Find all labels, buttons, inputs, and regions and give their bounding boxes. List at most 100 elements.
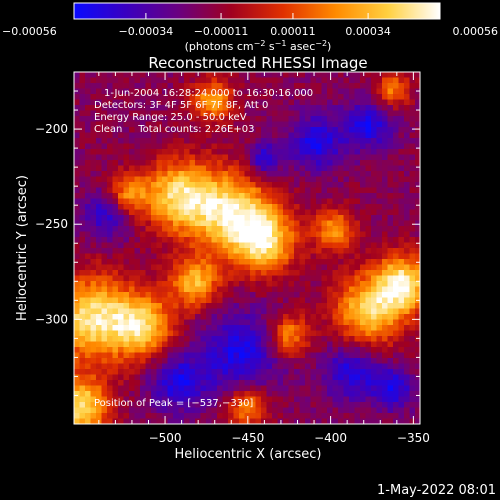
heatmap-cell [338, 336, 345, 343]
heatmap-cell [118, 176, 125, 183]
heatmap-cell [96, 127, 103, 134]
heatmap-cell [140, 182, 147, 189]
heatmap-cell [272, 171, 279, 178]
heatmap-cell [239, 165, 246, 172]
heatmap-cell [255, 160, 262, 167]
heatmap-cell [250, 83, 257, 90]
heatmap-cell [140, 358, 147, 365]
heatmap-cell [189, 198, 196, 205]
heatmap-cell [343, 391, 350, 398]
heatmap-cell [195, 325, 202, 332]
heatmap-cell [85, 248, 92, 255]
heatmap-cell [123, 347, 130, 354]
heatmap-cell [101, 369, 108, 376]
heatmap-cell [195, 83, 202, 90]
heatmap-cell [393, 154, 400, 161]
heatmap-cell [145, 385, 152, 392]
heatmap-cell [376, 110, 383, 117]
heatmap-cell [404, 242, 411, 249]
heatmap-cell [321, 374, 328, 381]
heatmap-cell [305, 154, 312, 161]
heatmap-cell [244, 220, 251, 227]
heatmap-cell [195, 385, 202, 392]
heatmap-cell [123, 77, 130, 84]
heatmap-cell [327, 380, 334, 387]
heatmap-cell [316, 281, 323, 288]
heatmap-cell [90, 264, 97, 271]
heatmap-cell [195, 308, 202, 315]
heatmap-cell [294, 165, 301, 172]
heatmap-cell [90, 116, 97, 123]
heatmap-cell [118, 149, 125, 156]
heatmap-cell [151, 176, 158, 183]
heatmap-cell [250, 209, 257, 216]
heatmap-cell [173, 275, 180, 282]
heatmap-cell [101, 385, 108, 392]
heatmap-cell [409, 110, 416, 117]
heatmap-cell [167, 209, 174, 216]
heatmap-cell [222, 253, 229, 260]
heatmap-cell [206, 165, 213, 172]
heatmap-cell [404, 341, 411, 348]
heatmap-cell [107, 396, 114, 403]
heatmap-cell [409, 374, 416, 381]
heatmap-cell [404, 138, 411, 145]
heatmap-cell [360, 110, 367, 117]
heatmap-cell [283, 259, 290, 266]
heatmap-cell [349, 171, 356, 178]
heatmap-cell [360, 264, 367, 271]
heatmap-cell [217, 281, 224, 288]
heatmap-cell [239, 253, 246, 260]
heatmap-cell [79, 341, 86, 348]
heatmap-cell [206, 270, 213, 277]
heatmap-cell [393, 259, 400, 266]
heatmap-cell [327, 176, 334, 183]
heatmap-cell [173, 264, 180, 271]
heatmap-cell [211, 220, 218, 227]
heatmap-cell [272, 72, 279, 79]
heatmap-cell [272, 182, 279, 189]
heatmap-cell [316, 220, 323, 227]
heatmap-cell [178, 275, 185, 282]
heatmap-cell [184, 413, 191, 420]
heatmap-cell [244, 358, 251, 365]
heatmap-cell [266, 138, 273, 145]
heatmap-cell [222, 110, 229, 117]
heatmap-cell [211, 325, 218, 332]
heatmap-cell [85, 193, 92, 200]
heatmap-cell [244, 193, 251, 200]
heatmap-cell [354, 72, 361, 79]
heatmap-cell [409, 160, 416, 167]
heatmap-cell [376, 380, 383, 387]
heatmap-cell [294, 143, 301, 150]
heatmap-cell [118, 77, 125, 84]
heatmap-cell [338, 193, 345, 200]
heatmap-cell [118, 127, 125, 134]
heatmap-cell [107, 407, 114, 414]
heatmap-cell [118, 418, 125, 424]
heatmap-cell [90, 281, 97, 288]
heatmap-cell [316, 352, 323, 359]
heatmap-cell [90, 132, 97, 139]
heatmap-cell [288, 264, 295, 271]
heatmap-cell [123, 292, 130, 299]
heatmap-cell [90, 193, 97, 200]
heatmap-cell [96, 303, 103, 310]
heatmap-cell [387, 374, 394, 381]
heatmap-cell [107, 325, 114, 332]
heatmap-cell [222, 347, 229, 354]
heatmap-cell [140, 193, 147, 200]
heatmap-cell [217, 418, 224, 424]
heatmap-cell [338, 198, 345, 205]
heatmap-cell [261, 308, 268, 315]
heatmap-cell [123, 407, 130, 414]
heatmap-cell [376, 314, 383, 321]
heatmap-cell [371, 226, 378, 233]
heatmap-cell [371, 187, 378, 194]
heatmap-cell [74, 253, 81, 260]
heatmap-cell [398, 275, 405, 282]
heatmap-cell [261, 94, 268, 101]
heatmap-cell [162, 259, 169, 266]
heatmap-cell [288, 391, 295, 398]
heatmap-cell [195, 341, 202, 348]
